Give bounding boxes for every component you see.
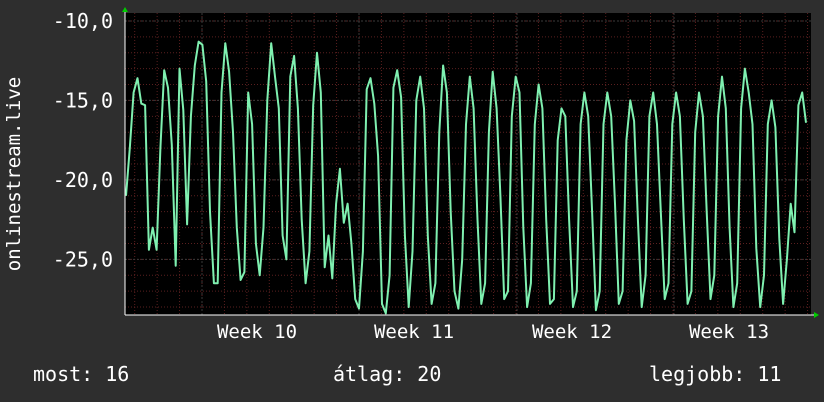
current-stat: most: 16 — [33, 362, 129, 386]
series-line — [125, 40, 807, 315]
average-stat-value: 20 — [417, 362, 442, 386]
y-axis-arrow — [122, 7, 128, 12]
axes — [122, 7, 819, 318]
y-tick-label: -20,0 — [53, 168, 113, 192]
y-axis-label: onlinestream.live — [3, 76, 25, 272]
average-stat-label: átlag: — [333, 362, 406, 386]
y-axis-label-container: onlinestream.live — [0, 0, 30, 402]
x-tick-label: Week 11 — [374, 321, 454, 343]
tick-labels: -10,0 -15,0 -20,0 -25,0 Week 10 Week 11 Week 1… — [53, 9, 769, 343]
best-stat-value: 11 — [757, 362, 782, 386]
x-tick-label: Week 13 — [689, 321, 769, 343]
x-axis-arrow — [814, 312, 819, 318]
y-tick-label: -15,0 — [53, 88, 113, 112]
series-layer — [125, 40, 807, 315]
best-stat: legjobb: 11 — [649, 362, 781, 386]
x-tick-label: Week 10 — [217, 321, 297, 343]
y-tick-label: -10,0 — [53, 9, 113, 33]
current-stat-label: most: — [33, 362, 94, 386]
current-stat-value: 16 — [105, 362, 130, 386]
y-tick-label: -25,0 — [53, 247, 113, 271]
x-tick-label: Week 12 — [532, 321, 612, 343]
best-stat-label: legjobb: — [649, 362, 746, 386]
average-stat: átlag: 20 — [333, 362, 441, 386]
